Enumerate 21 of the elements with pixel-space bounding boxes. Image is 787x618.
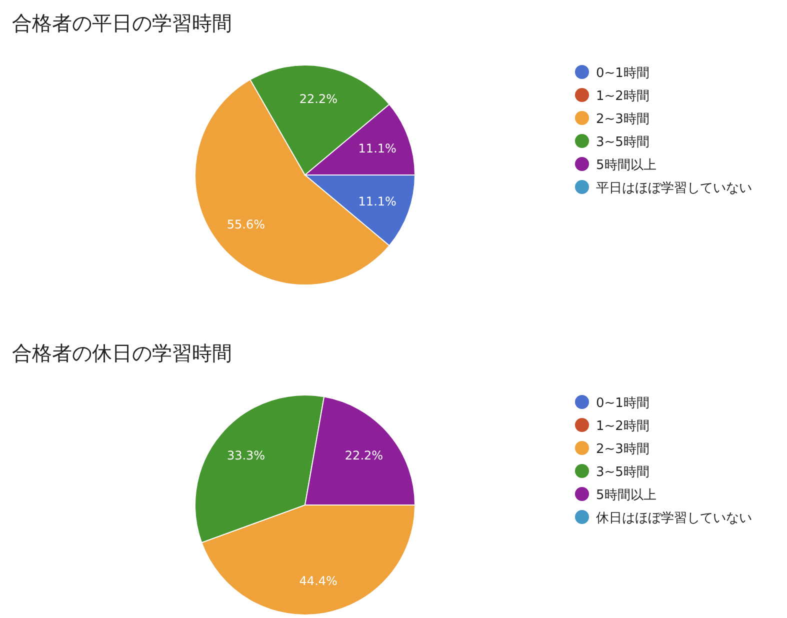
data-label: 55.6% [226, 217, 266, 232]
legend-label: 2~3時間 [596, 442, 650, 457]
legend-label: 1~2時間 [596, 89, 650, 104]
legend-label: 3~5時間 [596, 465, 650, 480]
legend-label: 1~2時間 [596, 419, 650, 434]
legend-label: 平日はほぼ学習していない [596, 181, 752, 196]
data-label: 33.3% [226, 448, 266, 463]
chart-title: 合格者の休日の学習時間 [12, 341, 232, 365]
data-label: 22.2% [344, 448, 384, 463]
legend-label: 2~3時間 [596, 112, 650, 127]
legend-label: 5時間以上 [596, 158, 656, 173]
data-label: 44.4% [299, 574, 338, 588]
legend-label: 0~1時間 [596, 66, 650, 81]
data-label: 22.2% [299, 92, 338, 106]
legend-label: 0~1時間 [596, 396, 650, 411]
data-label: 11.1% [358, 194, 396, 208]
data-label: 11.1% [358, 142, 396, 156]
legend-label: 5時間以上 [596, 488, 656, 503]
legend-label: 休日はほぼ学習していない [596, 511, 752, 526]
chart-title: 合格者の平日の学習時間 [12, 11, 232, 35]
legend-label: 3~5時間 [596, 135, 650, 150]
